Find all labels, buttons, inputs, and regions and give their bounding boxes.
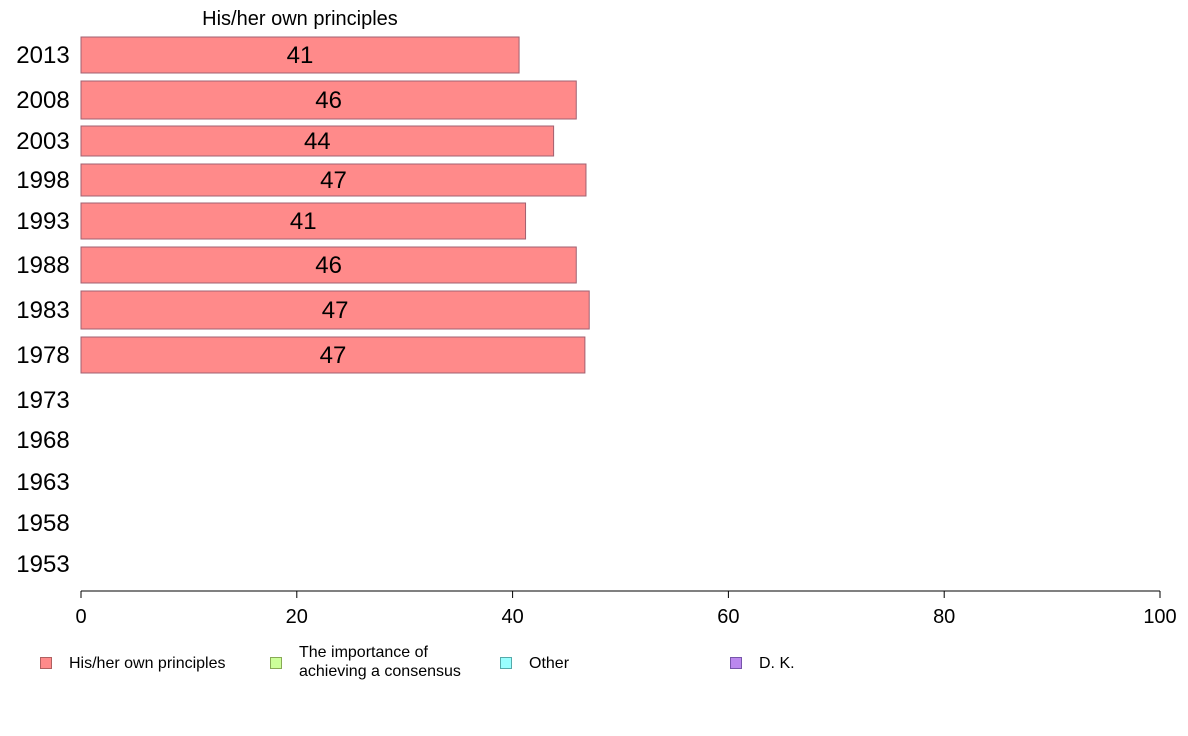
legend-label: His/her own principles: [69, 655, 226, 672]
bar: [80, 336, 586, 374]
y-tick-label: 1953: [16, 551, 69, 578]
x-tick-label: 80: [933, 606, 955, 628]
y-tick-label: 1993: [16, 208, 69, 235]
bar: [80, 202, 527, 240]
y-tick-label: 1983: [16, 297, 69, 324]
x-axis: 0 20 40 60 80 100: [75, 590, 1177, 628]
x-tick-label: 60: [717, 606, 739, 628]
bar: [80, 290, 590, 330]
y-tick-label: 2013: [16, 42, 69, 69]
y-tick-label: 2003: [16, 128, 69, 155]
x-tick-label: 0: [75, 606, 86, 628]
y-tick-label: 1968: [16, 427, 69, 454]
legend-item: His/her own principles: [40, 654, 226, 673]
bar-value-label: 47: [322, 297, 349, 324]
legend-label: D. K.: [759, 655, 795, 672]
legend: His/her own principles The importance of …: [0, 640, 1188, 690]
bar: [80, 80, 577, 120]
bar: [80, 125, 555, 157]
bar-value-label: 46: [315, 252, 342, 279]
legend-label: Other: [529, 655, 570, 672]
y-tick-label: 1958: [16, 510, 69, 537]
y-axis-labels: 2013 2008 2003 1998 1993 1988 1983 1978 1973 1968…: [16, 42, 69, 578]
bar-value-label: 47: [320, 342, 347, 369]
bar: [80, 36, 520, 74]
bar-value-label: 47: [320, 167, 347, 194]
legend-swatch: [500, 657, 512, 669]
legend-label: The importance of achieving a consensus: [299, 644, 461, 680]
legend-item: Other: [500, 654, 569, 673]
x-tick-label: 20: [286, 606, 308, 628]
x-tick-label: 100: [1143, 606, 1176, 628]
legend-swatch: [270, 657, 282, 669]
y-tick-label: 1973: [16, 387, 69, 414]
legend-swatch: [40, 657, 52, 669]
bar-value-label: 41: [287, 42, 314, 69]
y-tick-label: 1988: [16, 252, 69, 279]
y-tick-label: 2008: [16, 87, 69, 114]
bars-group: [80, 36, 590, 374]
legend-item: The importance of achieving a consensus: [270, 643, 461, 681]
bar-value-label: 41: [290, 208, 317, 235]
x-tick-label: 40: [501, 606, 523, 628]
bar: [80, 246, 577, 284]
legend-swatch: [730, 657, 742, 669]
bar-chart: His/her own principles 4146444741464747 …: [16, 8, 1177, 628]
y-tick-label: 1998: [16, 167, 69, 194]
bar: [80, 163, 587, 197]
y-tick-label: 1978: [16, 342, 69, 369]
chart-title: His/her own principles: [202, 8, 398, 30]
y-tick-label: 1963: [16, 469, 69, 496]
bar-value-label: 44: [304, 128, 331, 155]
bar-value-label: 46: [315, 87, 342, 114]
legend-item: D. K.: [730, 654, 795, 673]
